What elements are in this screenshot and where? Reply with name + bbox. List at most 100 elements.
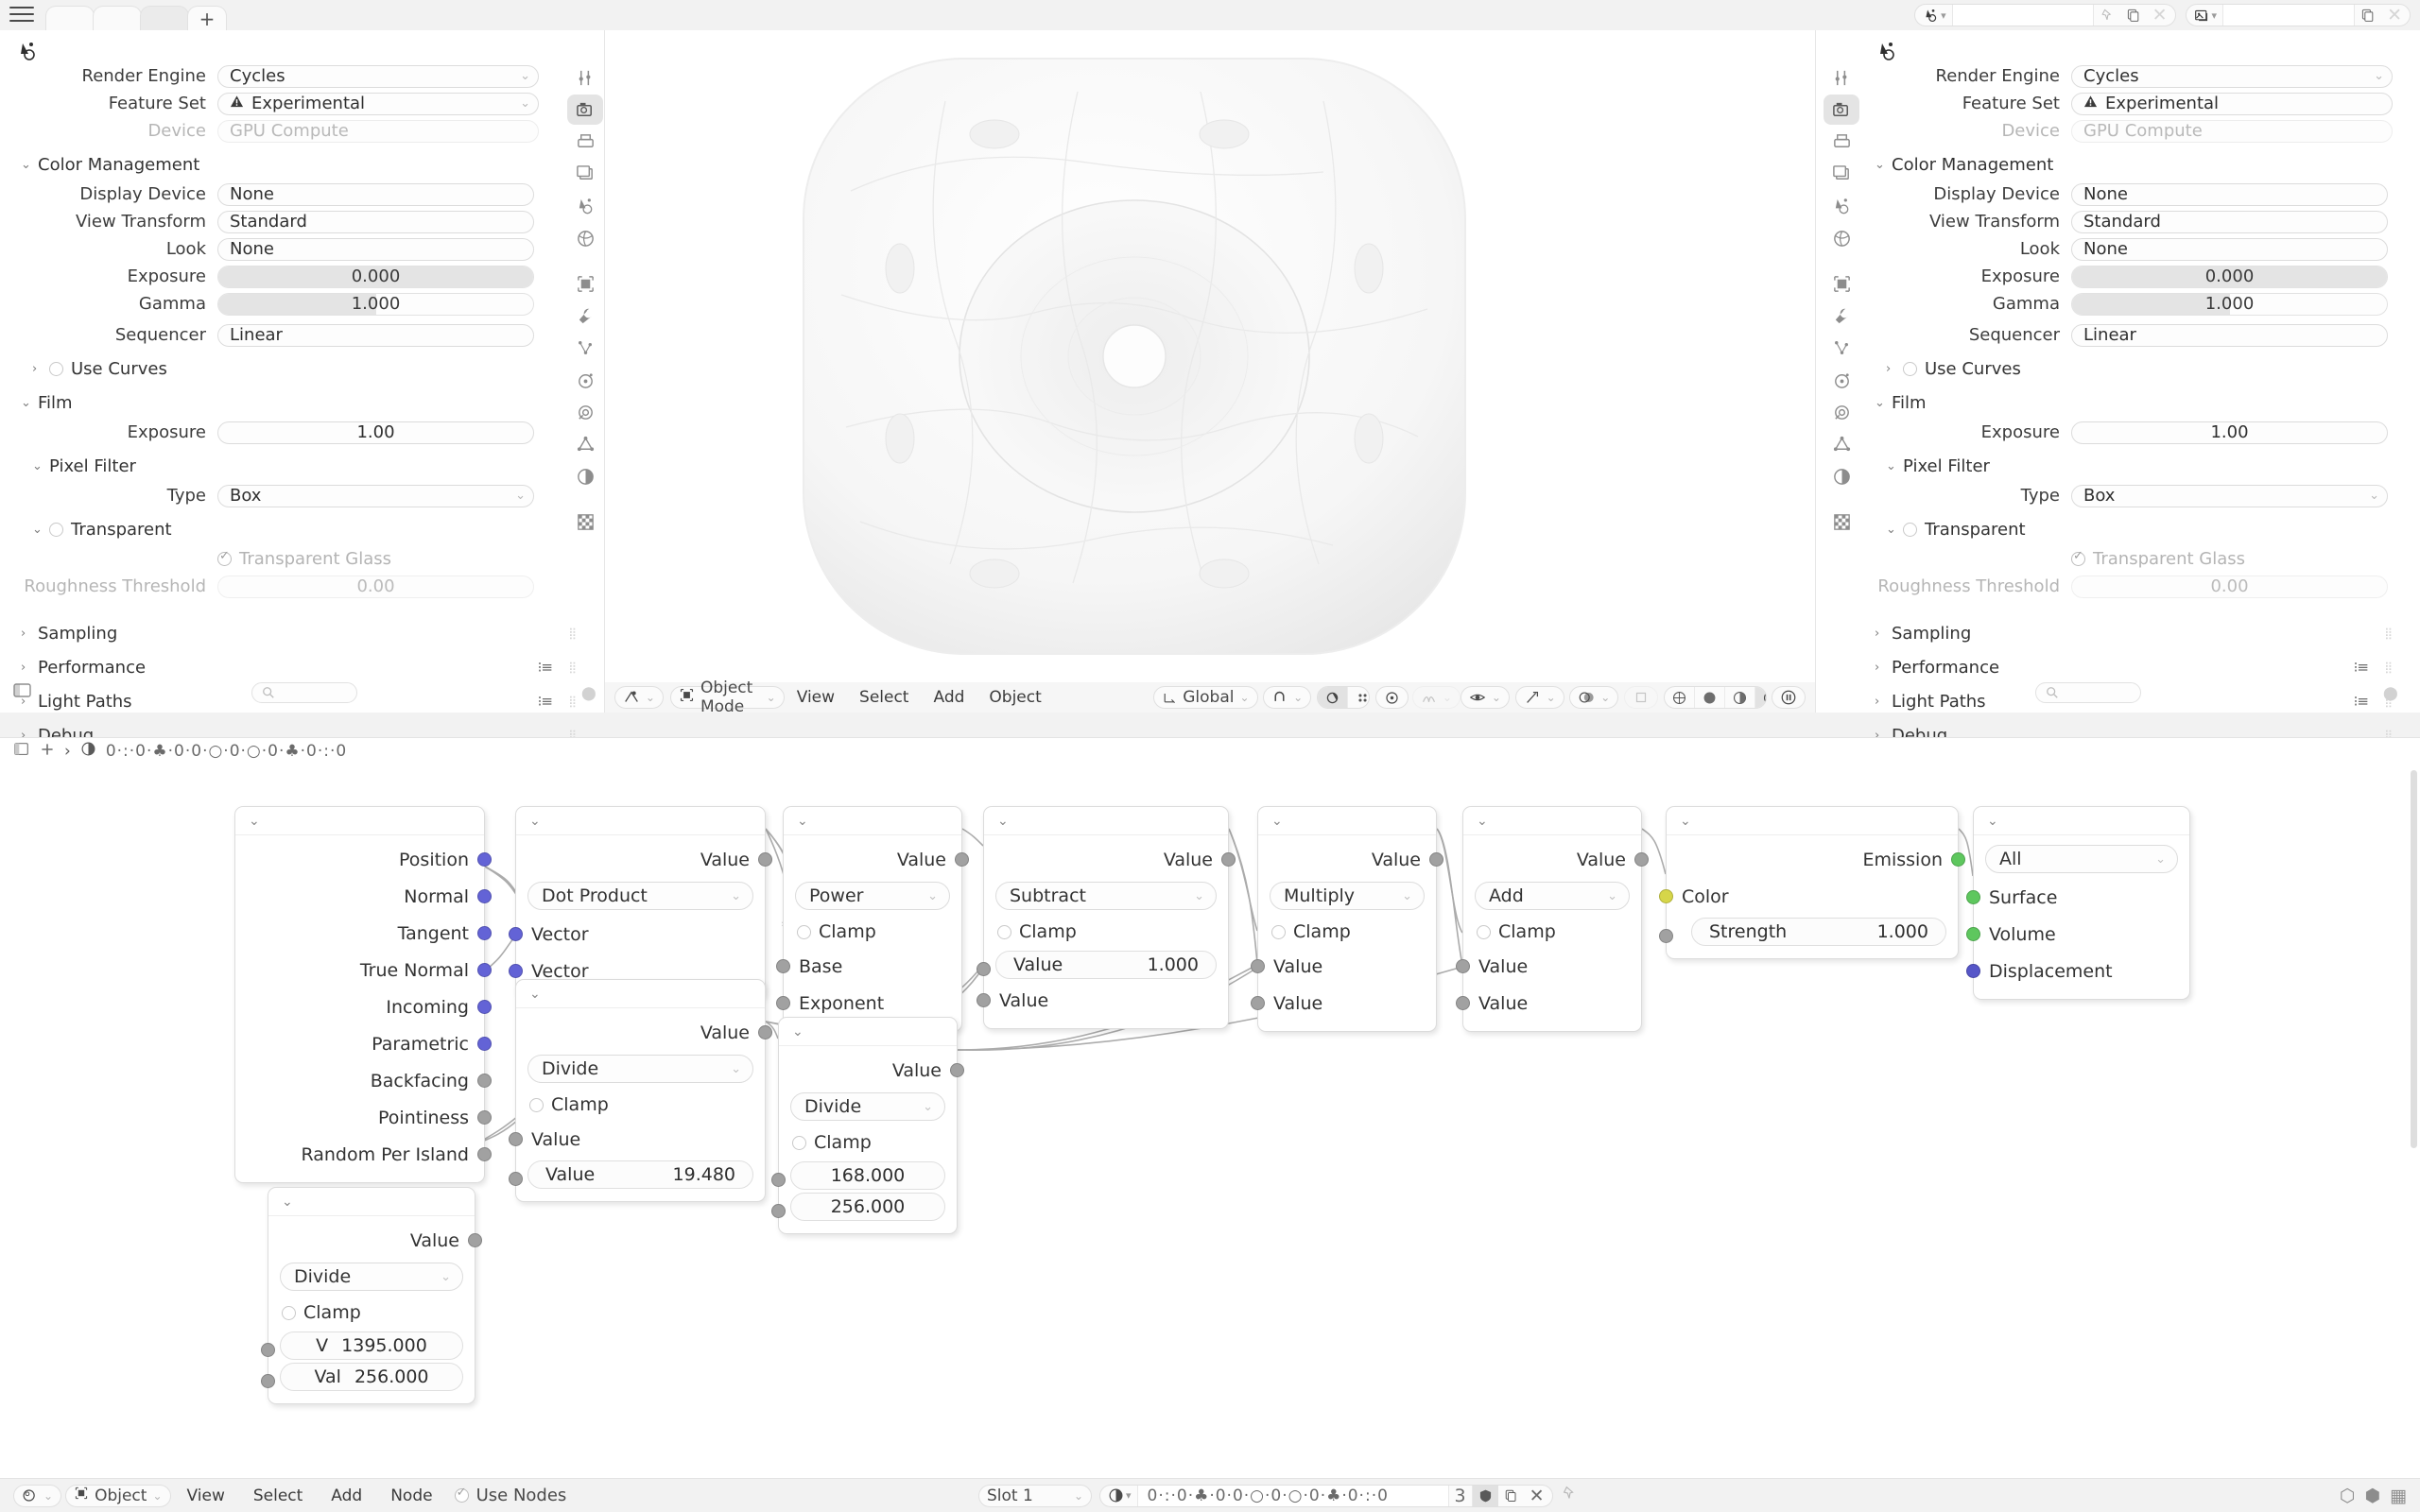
properties-tab-view-layer-r[interactable] bbox=[1824, 159, 1859, 189]
output-socket[interactable] bbox=[477, 1037, 492, 1051]
input-socket[interactable] bbox=[1251, 959, 1265, 973]
roughness-threshold-slider-r[interactable]: 0.00 bbox=[2071, 575, 2388, 598]
output-socket[interactable] bbox=[477, 963, 492, 977]
node-menu-add[interactable]: Add bbox=[331, 1486, 363, 1505]
section-film-r[interactable]: ⌄ Film bbox=[1875, 390, 2420, 415]
properties-tab-physics-r[interactable] bbox=[1824, 365, 1859, 395]
node-socket-row[interactable]: Value bbox=[509, 1121, 765, 1158]
look-dropdown-r[interactable]: None bbox=[2071, 237, 2388, 261]
input-socket[interactable] bbox=[1659, 889, 1673, 903]
shader-node-editor[interactable]: › 0·:·0·♣·0·0·○·0·○·0·♣·0·:·0 bbox=[0, 737, 2420, 1493]
node-socket-row[interactable]: Position bbox=[235, 841, 492, 878]
image-icon[interactable]: ▾ bbox=[2188, 5, 2223, 26]
roughness-threshold-slider[interactable]: 0.00 bbox=[217, 575, 534, 598]
input-socket[interactable] bbox=[509, 1172, 523, 1186]
chevron-down-icon[interactable]: ⌄ bbox=[1987, 813, 1998, 829]
input-socket[interactable] bbox=[1966, 890, 1980, 904]
node-math-divide-19[interactable]: ⌄ Value Divide ⌄ Clamp Value Value 19.480 bbox=[509, 979, 772, 1202]
chevron-down-icon[interactable]: ⌄ bbox=[529, 986, 541, 1002]
node-socket-row[interactable]: Value bbox=[1456, 985, 1641, 1022]
properties-editor-type-icon[interactable] bbox=[13, 682, 32, 703]
node-socket-row[interactable]: Random Per Island bbox=[235, 1136, 492, 1173]
clamp-checkbox[interactable]: Clamp bbox=[779, 1126, 957, 1159]
node-socket-row[interactable]: Base bbox=[776, 948, 961, 985]
chevron-down-icon[interactable]: ⌄ bbox=[529, 813, 541, 829]
output-socket[interactable] bbox=[955, 852, 969, 867]
clamp-checkbox[interactable]: Clamp bbox=[1463, 916, 1641, 948]
section-light-paths-r[interactable]: › Light Paths ⁝≡ ⣿ bbox=[1875, 689, 2404, 713]
input-socket[interactable] bbox=[261, 1343, 275, 1357]
overlays-icon[interactable]: ⌄ bbox=[1569, 686, 1619, 709]
properties-tab-render[interactable] bbox=[567, 94, 603, 125]
node-socket-row[interactable]: Volume bbox=[1966, 916, 2189, 953]
output-socket[interactable] bbox=[477, 1147, 492, 1161]
node-socket-row[interactable]: True Normal bbox=[235, 952, 492, 988]
operation-dropdown[interactable]: Subtract ⌄ bbox=[995, 882, 1217, 910]
node-socket-row[interactable]: Incoming bbox=[235, 988, 492, 1025]
input-socket[interactable] bbox=[509, 964, 523, 978]
new-material-icon[interactable] bbox=[1498, 1486, 1524, 1506]
users-count[interactable]: 3 bbox=[1449, 1485, 1473, 1506]
preset-list-icon[interactable]: ⁝≡ bbox=[537, 659, 553, 676]
shading-material-preview-icon[interactable] bbox=[1725, 687, 1755, 708]
node-socket-row[interactable]: Value bbox=[516, 841, 772, 878]
chevron-down-icon[interactable]: ⌄ bbox=[792, 1023, 804, 1040]
properties-tab-render-r[interactable] bbox=[1824, 94, 1859, 125]
node-socket-row[interactable]: Value bbox=[984, 841, 1236, 878]
section-color-management[interactable]: ⌄ Color Management bbox=[21, 152, 567, 177]
node-math-multiply[interactable]: ⌄ Value Multiply ⌄ Clamp Value Value bbox=[1251, 806, 1443, 1032]
gizmo-icon[interactable]: ⌄ bbox=[1514, 686, 1564, 709]
section-sampling[interactable]: › Sampling ⣿ bbox=[21, 621, 588, 645]
section-transparent-r[interactable]: ⌄ Transparent bbox=[1886, 517, 2420, 541]
proportional-edit-icon[interactable] bbox=[1317, 687, 1348, 708]
value-field[interactable]: Value 1.000 bbox=[995, 951, 1217, 979]
slot-dropdown[interactable]: Slot 1 ⌄ bbox=[978, 1484, 1092, 1507]
editor-type-3dview-icon[interactable]: ⌄ bbox=[614, 686, 664, 709]
input-socket[interactable] bbox=[1456, 959, 1470, 973]
node-socket-row[interactable]: Value bbox=[516, 1014, 772, 1051]
properties-tab-material[interactable] bbox=[567, 461, 603, 491]
editor-type-shader-icon[interactable] bbox=[13, 741, 30, 763]
preset-list-icon[interactable]: ⁝≡ bbox=[537, 693, 553, 710]
value-a-field[interactable]: V 1395.000 bbox=[280, 1332, 463, 1360]
gamma-slider-r[interactable]: 1.000 bbox=[2071, 292, 2388, 316]
properties-tab-particles-r[interactable] bbox=[1824, 333, 1859, 363]
input-socket[interactable] bbox=[771, 1173, 786, 1187]
device-dropdown[interactable]: GPU Compute bbox=[217, 119, 539, 143]
node-socket-row[interactable]: Value bbox=[977, 982, 1228, 1019]
feature-set-dropdown[interactable]: Experimental ⌄ bbox=[217, 92, 539, 115]
proportional-editing-group[interactable]: ⌄ bbox=[1316, 686, 1371, 709]
node-menu-node[interactable]: Node bbox=[390, 1486, 433, 1505]
output-socket[interactable] bbox=[1221, 852, 1236, 867]
node-math-add[interactable]: ⌄ Value Add ⌄ Clamp Value Value bbox=[1456, 806, 1649, 1032]
snap-magnet-icon[interactable]: ⌄ bbox=[1263, 686, 1312, 709]
node-vector-math-dot-product[interactable]: ⌄ Value Dot Product ⌄ Vector Vector bbox=[509, 806, 772, 1000]
node-geometry[interactable]: ⌄ Position Normal Tangent True Normal In… bbox=[234, 806, 492, 1183]
gamma-slider[interactable]: 1.000 bbox=[217, 292, 534, 316]
clamp-checkbox[interactable]: Clamp bbox=[784, 916, 961, 948]
node-emission[interactable]: ⌄ Emission Color Strength 1.000 bbox=[1659, 806, 1965, 959]
copy-icon[interactable] bbox=[2120, 5, 2147, 26]
node-socket-row[interactable]: Value bbox=[1456, 948, 1641, 985]
input-socket[interactable] bbox=[1966, 927, 1980, 941]
operation-dropdown[interactable]: Add ⌄ bbox=[1475, 882, 1630, 910]
section-color-management-r[interactable]: ⌄ Color Management bbox=[1875, 152, 2420, 177]
use-curves-checkbox-r[interactable] bbox=[1903, 361, 1917, 376]
menu-icon[interactable] bbox=[9, 7, 34, 24]
pixel-filter-type-dropdown[interactable]: Box ⌄ bbox=[217, 484, 534, 507]
shading-solid-icon[interactable] bbox=[1695, 687, 1725, 708]
node-snap-icon[interactable] bbox=[40, 741, 55, 762]
xray-icon[interactable] bbox=[1623, 686, 1658, 709]
section-performance-r[interactable]: › Performance ⁝≡ ⣿ bbox=[1875, 655, 2404, 679]
output-socket[interactable] bbox=[758, 852, 772, 867]
properties-tab-particles[interactable] bbox=[567, 333, 603, 363]
output-socket[interactable] bbox=[477, 852, 492, 867]
material-name-value[interactable]: 0·:·0·♣·0·0·○·0·○·0·♣·0·:·0 bbox=[1147, 1486, 1389, 1505]
node-socket-row[interactable]: Parametric bbox=[235, 1025, 492, 1062]
properties-tab-output-r[interactable] bbox=[1824, 127, 1859, 157]
exposure-slider[interactable]: 0.000 bbox=[217, 265, 534, 288]
view-transform-dropdown-r[interactable]: Standard bbox=[2071, 210, 2388, 233]
node-socket-row[interactable]: Value bbox=[1463, 841, 1649, 878]
output-socket[interactable] bbox=[758, 1025, 772, 1040]
properties-tab-view-layer[interactable] bbox=[567, 159, 603, 189]
